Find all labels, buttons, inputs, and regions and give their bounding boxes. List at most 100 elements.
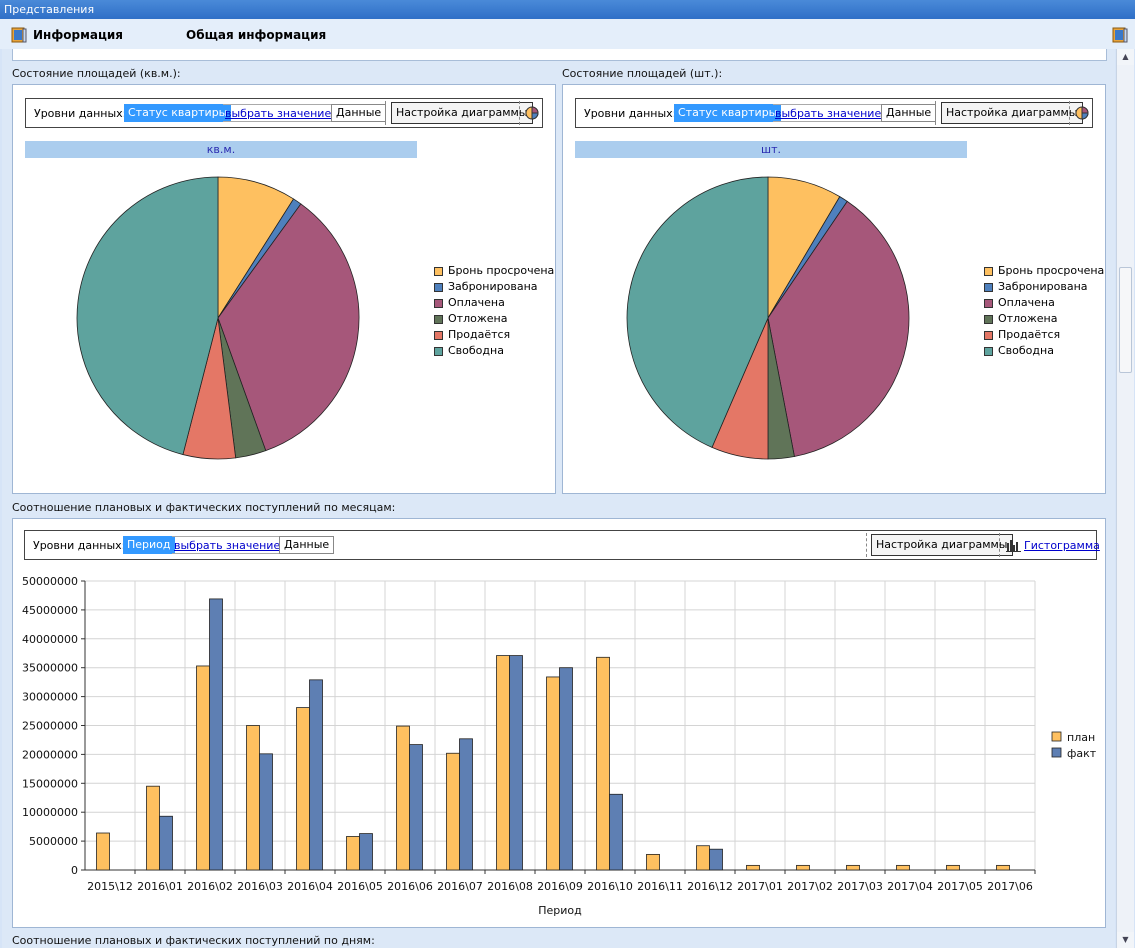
chart-settings-button[interactable]: Настройка диаграммы	[941, 102, 1083, 124]
legend-label: Забронирована	[998, 280, 1088, 293]
bar	[259, 753, 273, 871]
y-tick-label: 45000000	[22, 604, 78, 617]
section-label-area-count: Состояние площадей (шт.):	[562, 67, 723, 80]
pie-toolbar-count: Уровни данных: Статус квартиры выбрать з…	[575, 98, 1093, 128]
scroll-up-arrow-icon[interactable]: ▲	[1117, 49, 1134, 65]
bar-chart-monthly: 0 5000000 10000000 15000000 20000000 25000000…	[22, 575, 1097, 917]
bar	[596, 656, 610, 871]
legend-swatch	[434, 283, 443, 292]
legend-label: Продаётся	[448, 328, 511, 341]
pie-slice	[217, 176, 295, 320]
legend-swatch	[434, 315, 443, 324]
y-tick-label: 40000000	[22, 633, 78, 646]
tab-information[interactable]: Информация	[33, 28, 123, 42]
choose-value-link[interactable]: выбрать значение	[773, 104, 885, 122]
x-tick-label: 2016\11	[637, 880, 683, 893]
window-title: Представления	[4, 3, 95, 16]
bar	[546, 676, 560, 871]
x-tick-label: 2016\10	[587, 880, 633, 893]
y-tick-label: 20000000	[22, 748, 78, 761]
tab-general-information[interactable]: Общая информация	[186, 28, 327, 42]
x-tick-label: 2016\12	[687, 880, 733, 893]
data-button[interactable]: Данные	[881, 104, 937, 122]
legend-swatch	[984, 283, 993, 292]
y-tick-label: 10000000	[22, 806, 78, 819]
legend-label: Отложена	[448, 312, 508, 325]
legend-swatch	[434, 267, 443, 276]
x-tick-label: 2016\07	[437, 880, 483, 893]
chart-settings-button[interactable]: Настройка диаграммы	[871, 534, 1013, 556]
bar	[559, 667, 573, 871]
legend-label: факт	[1067, 747, 1097, 760]
bar	[609, 793, 623, 871]
bar	[396, 725, 410, 871]
pie-toolbar-sqm: Уровни данных: Статус квартиры выбрать з…	[25, 98, 543, 128]
chart-type-link[interactable]: Гистограмма	[1024, 539, 1100, 552]
legend-label: Отложена	[998, 312, 1058, 325]
content-area: Состояние площадей (кв.м.): Уровни данны…	[2, 49, 1115, 948]
x-tick-label: 2017\05	[937, 880, 983, 893]
y-tick-label: 0	[71, 864, 78, 877]
legend-swatch	[984, 331, 993, 340]
bar	[246, 725, 260, 871]
legend-label: Оплачена	[998, 296, 1055, 309]
histogram-icon[interactable]	[1006, 538, 1021, 552]
x-tick-label: 2016\09	[537, 880, 583, 893]
x-axis-label: Период	[538, 904, 582, 917]
vertical-scrollbar[interactable]: ▲ ▼	[1116, 49, 1134, 948]
y-tick-label: 5000000	[29, 835, 78, 848]
section-label-daily: Соотношение плановых и фактических посту…	[12, 934, 375, 947]
bar	[446, 752, 460, 871]
bar-toolbar: Уровни данных: Период выбрать значение Д…	[24, 530, 1100, 560]
level-chip-period[interactable]: Период	[123, 536, 175, 554]
bar	[796, 864, 810, 871]
pie-chart-icon[interactable]	[1075, 106, 1089, 120]
bar	[309, 679, 323, 871]
x-tick-label: 2016\05	[337, 880, 383, 893]
legend-swatch	[434, 299, 443, 308]
y-tick-label: 15000000	[22, 777, 78, 790]
legend-swatch	[434, 331, 443, 340]
book-icon[interactable]	[1112, 27, 1128, 43]
bar	[696, 845, 710, 871]
x-tick-label: 2016\06	[387, 880, 433, 893]
pie-chart-icon[interactable]	[525, 106, 539, 120]
choose-value-link[interactable]: выбрать значение	[223, 104, 335, 122]
level-chip-status[interactable]: Статус квартиры	[124, 104, 232, 122]
bar	[296, 707, 310, 871]
section-label-area-sqm: Состояние площадей (кв.м.):	[12, 67, 181, 80]
bar	[846, 864, 860, 871]
x-tick-label: 2016\02	[187, 880, 233, 893]
level-chip-status[interactable]: Статус квартиры	[674, 104, 782, 122]
bar	[409, 744, 423, 871]
x-tick-label: 2016\04	[287, 880, 333, 893]
y-tick-label: 35000000	[22, 662, 78, 675]
toolbar-separator	[866, 533, 867, 557]
legend-label: Свободна	[448, 344, 504, 357]
legend-swatch	[1051, 747, 1062, 758]
chart-caption: шт.	[575, 141, 967, 158]
legend-swatch	[1051, 731, 1062, 742]
pie-chart-sqm	[76, 176, 360, 460]
bar	[746, 864, 760, 871]
legend-swatch	[984, 267, 993, 276]
pie-slice	[626, 176, 769, 448]
data-button[interactable]: Данные	[331, 104, 387, 122]
x-tick-label: 2017\01	[737, 880, 783, 893]
legend-swatch	[984, 347, 993, 356]
pie-chart-count	[626, 176, 910, 460]
choose-value-link[interactable]: выбрать значение	[172, 536, 284, 554]
bar	[646, 853, 660, 871]
data-button[interactable]: Данные	[279, 536, 335, 554]
x-tick-label: 2015\12	[87, 880, 133, 893]
bar	[96, 832, 110, 871]
window-titlebar: Представления	[0, 0, 1135, 19]
scroll-down-arrow-icon[interactable]: ▼	[1117, 932, 1134, 948]
chart-settings-button[interactable]: Настройка диаграммы	[391, 102, 533, 124]
pie-panel-sqm: Уровни данных: Статус квартиры выбрать з…	[12, 84, 556, 494]
bar	[209, 598, 223, 871]
pie-slice	[767, 200, 910, 457]
pie-slice	[217, 203, 360, 452]
y-tick-label: 50000000	[22, 575, 78, 588]
scroll-thumb[interactable]	[1119, 267, 1132, 373]
